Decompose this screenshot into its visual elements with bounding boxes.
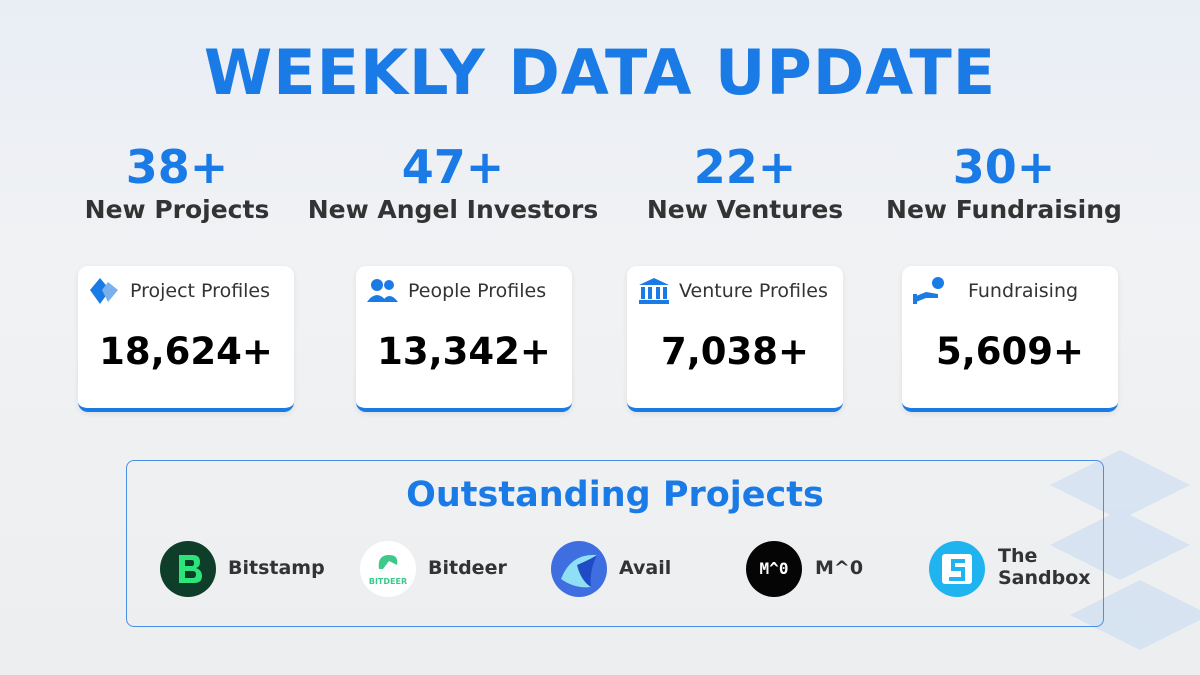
card-value: 5,609+: [935, 330, 1085, 373]
section-title: Outstanding Projects: [406, 475, 824, 515]
icon: [90, 278, 118, 304]
stat-value: 38+: [125, 140, 229, 194]
card: Project Profiles 18,624+: [78, 266, 294, 412]
stat: 30+ New Fundraising: [854, 142, 1154, 228]
project-name: M^0: [815, 557, 864, 579]
project-name: Avail: [619, 557, 672, 579]
logo-text: BITDEER: [368, 577, 408, 586]
logo: [551, 541, 607, 597]
card: Venture Profiles 7,038+: [627, 266, 843, 412]
logo: [929, 541, 985, 597]
card-value: 18,624+: [99, 330, 273, 373]
card-label: People Profiles: [408, 280, 547, 302]
stat-value: 47+: [401, 140, 505, 194]
logo-mark: [378, 555, 398, 569]
icon: [367, 279, 398, 302]
card-label: Venture Profiles: [679, 280, 828, 302]
logo: [160, 541, 216, 597]
card-value: 7,038+: [660, 330, 810, 373]
stat-label: New Fundraising: [886, 195, 1122, 224]
stat: 47+ New Angel Investors: [303, 142, 603, 228]
project-name: The Sandbox: [998, 545, 1091, 589]
decoration: [1050, 450, 1200, 650]
stat: 38+ New Projects: [27, 142, 327, 228]
logo: BITDEER: [360, 541, 416, 597]
card-label: Project Profiles: [130, 280, 271, 302]
outstanding-box: Outstanding Projects Bitstamp BITDEER Bi…: [126, 460, 1104, 627]
card-label: Fundraising: [968, 280, 1079, 302]
icon: [913, 277, 944, 304]
logo: M^0: [746, 541, 802, 597]
project-name: Bitstamp: [228, 557, 325, 579]
card: Fundraising 5,609+: [902, 266, 1118, 412]
stat: 22+ New Ventures: [595, 142, 895, 228]
stat-value: 30+: [952, 140, 1056, 194]
card: People Profiles 13,342+: [356, 266, 572, 412]
stat-value: 22+: [693, 140, 797, 194]
card-value: 13,342+: [377, 330, 551, 373]
icon: [639, 278, 669, 304]
stat-label: New Projects: [84, 195, 270, 224]
stat-label: New Angel Investors: [307, 195, 599, 224]
title: WEEKLY DATA UPDATE: [203, 36, 997, 109]
stat-label: New Ventures: [646, 195, 844, 224]
project-name: Bitdeer: [428, 557, 507, 579]
